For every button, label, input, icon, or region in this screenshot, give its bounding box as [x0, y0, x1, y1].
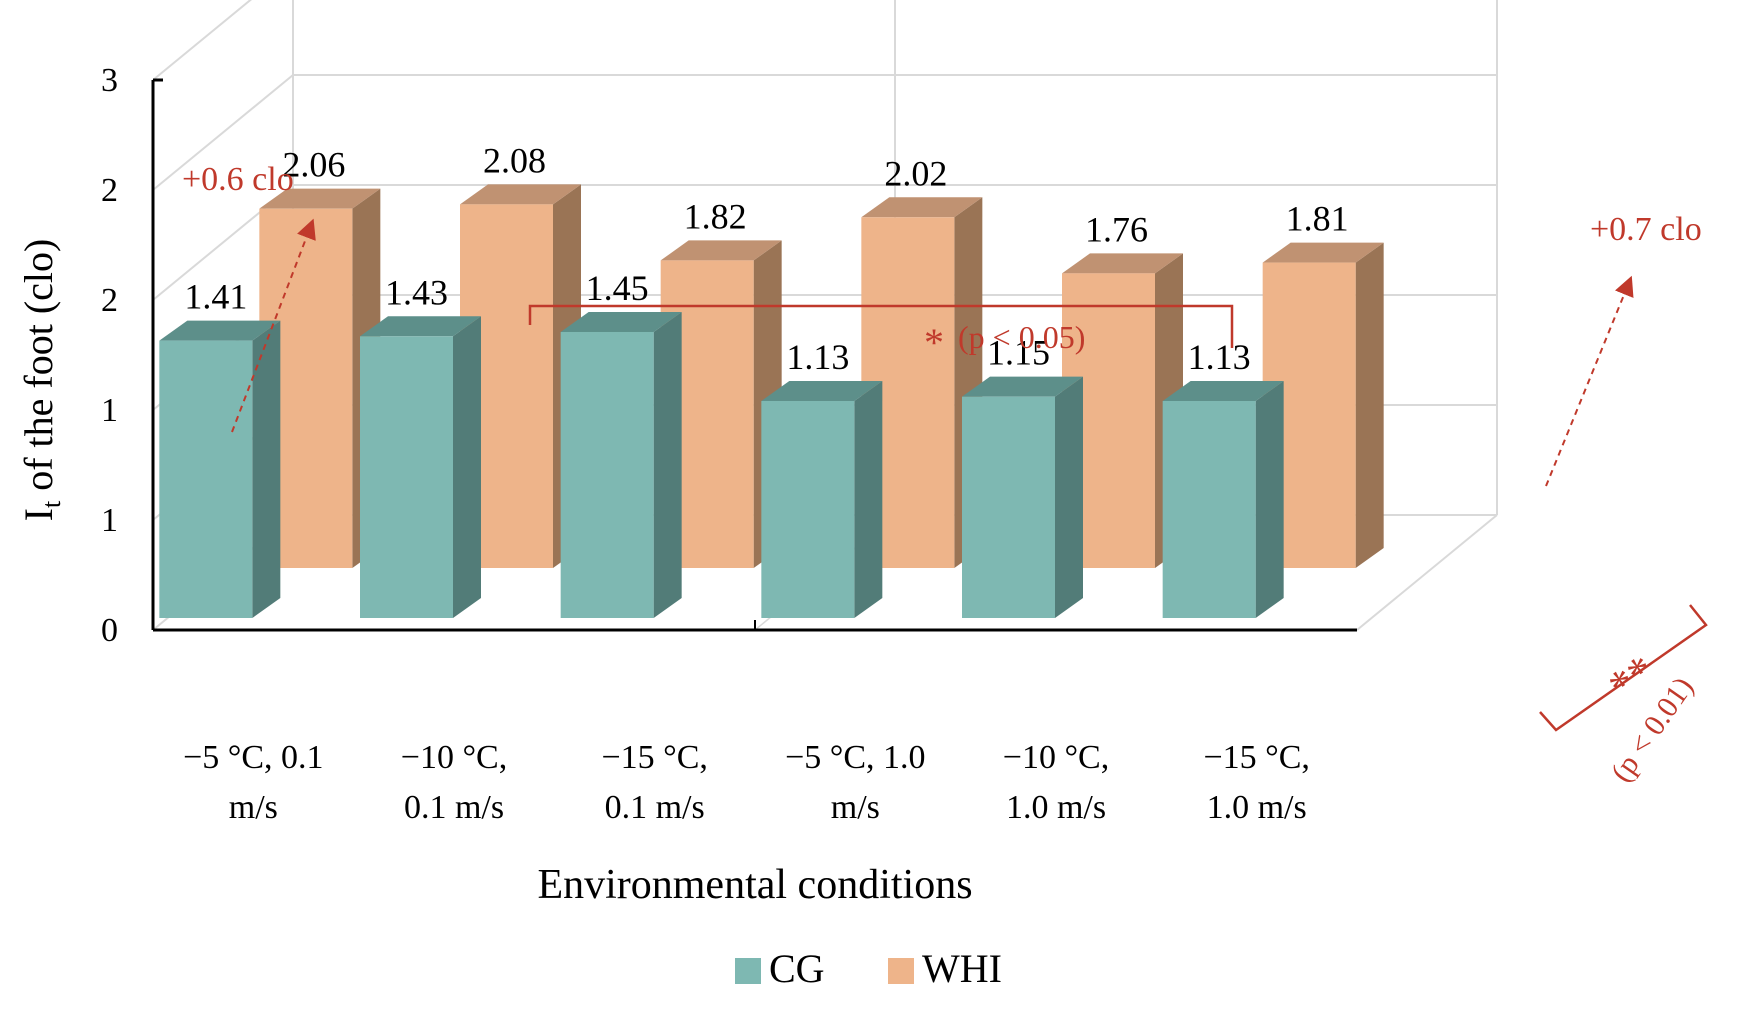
bar-cg-front — [962, 396, 1055, 618]
data-label-cg: 1.41 — [184, 277, 247, 317]
bar-cg-top — [159, 320, 281, 341]
data-label-cg: 1.45 — [586, 268, 649, 308]
data-label-whi: 2.02 — [884, 153, 947, 193]
increase-label-left: +0.6 clo — [182, 161, 294, 198]
legend-label-whi: WHI — [922, 946, 1002, 991]
data-label-cg: 1.15 — [987, 333, 1050, 373]
y-tick-label: 1 — [101, 502, 118, 539]
y-tick-label: 0 — [101, 612, 118, 649]
x-tick-label: −5 °C, 1.0 — [785, 739, 925, 776]
bar-cg — [962, 376, 1083, 618]
x-tick-label: 1.0 m/s — [1207, 789, 1307, 826]
bar-whi-top — [1262, 242, 1384, 263]
y-tick-label: 2 — [101, 282, 118, 319]
bar-cg-top — [360, 316, 481, 337]
increase-arrow-left — [231, 218, 316, 433]
axes: 0 1 1 2 2 3 It of the foot (clo) −5 °C, 0.1 m/s −… — [16, 62, 1357, 908]
bar-cg-front — [1162, 400, 1256, 618]
data-label-whi: 1.76 — [1085, 209, 1148, 249]
data-label-whi: 2.06 — [282, 145, 345, 185]
x-tick-label: −5 °C, 0.1 — [183, 739, 323, 776]
data-label-whi: 1.81 — [1286, 199, 1349, 239]
legend: CG WHI — [735, 946, 1002, 991]
x-tick-label: m/s — [229, 789, 278, 826]
bar-cg-top — [560, 311, 682, 332]
legend-label-cg: CG — [769, 946, 825, 991]
y-tick-label: 1 — [101, 392, 118, 429]
x-tick-label: −10 °C, — [401, 739, 507, 776]
bar-whi-side — [1355, 242, 1384, 569]
gridline-side — [152, 0, 252, 81]
gridline-side — [152, 74, 294, 191]
increase-arrow-right — [1545, 275, 1634, 487]
bar-cg-side — [854, 380, 883, 618]
x-tick-label: 0.1 m/s — [605, 789, 705, 826]
x-tick-label: m/s — [831, 789, 880, 826]
bar-whi-top — [259, 188, 381, 209]
data-label-cg: 1.13 — [1188, 337, 1251, 377]
bar-cg — [360, 316, 481, 618]
bar-cg-front — [360, 336, 453, 618]
bar-cg-top — [1162, 380, 1284, 401]
data-labels: 2.06 2.08 1.82 2.02 1.76 1.81 1.41 1.43 1.45 1.13… — [184, 140, 1348, 377]
data-label-whi: 2.08 — [483, 140, 546, 180]
bars — [159, 184, 1384, 618]
bar-cg — [1162, 380, 1284, 618]
bar-cg-front — [159, 340, 253, 618]
y-tick-label: 3 — [101, 62, 118, 99]
bar-whi-top — [660, 240, 782, 261]
x-tick-label: −15 °C, — [1203, 739, 1309, 776]
side-significance-bracket — [1539, 604, 1708, 732]
x-tick-label: 0.1 m/s — [404, 789, 504, 826]
legend-swatch-cg — [735, 958, 761, 984]
data-label-cg: 1.13 — [786, 337, 849, 377]
bar-cg-side — [1255, 380, 1284, 618]
increase-label-right: +0.7 clo — [1590, 211, 1702, 248]
bar-whi-top — [460, 184, 581, 205]
bar-cg — [159, 320, 281, 618]
x-axis-title: Environmental conditions — [537, 862, 972, 908]
bar-cg-top — [962, 376, 1083, 397]
significance-bracket-star: * — [924, 320, 944, 365]
y-axis-title: It of the foot (clo) — [16, 239, 66, 522]
floor-edge — [1356, 514, 1498, 631]
bar-cg-front — [560, 331, 654, 618]
significance-bracket-text: (p < 0.05) — [958, 319, 1085, 355]
bar-whi-top — [861, 197, 983, 218]
data-label-whi: 1.82 — [684, 196, 747, 236]
significance-bracket — [528, 304, 1234, 348]
bar-cg-side — [653, 311, 682, 618]
x-tick-label: 1.0 m/s — [1006, 789, 1106, 826]
bar-cg-side — [453, 316, 481, 618]
legend-swatch-whi — [888, 958, 914, 984]
x-tick-label: −15 °C, — [601, 739, 707, 776]
bar-cg-front — [761, 400, 855, 618]
data-label-cg: 1.43 — [385, 272, 448, 312]
bar-whi-top — [1062, 253, 1183, 274]
bar-cg — [560, 311, 682, 618]
y-tick-label: 2 — [101, 172, 118, 209]
bar-cg — [761, 380, 883, 618]
bar-cg-top — [761, 380, 883, 401]
x-tick-label: −10 °C, — [1003, 739, 1109, 776]
bar-cg-side — [1055, 376, 1083, 618]
bar-cg-side — [252, 320, 281, 618]
